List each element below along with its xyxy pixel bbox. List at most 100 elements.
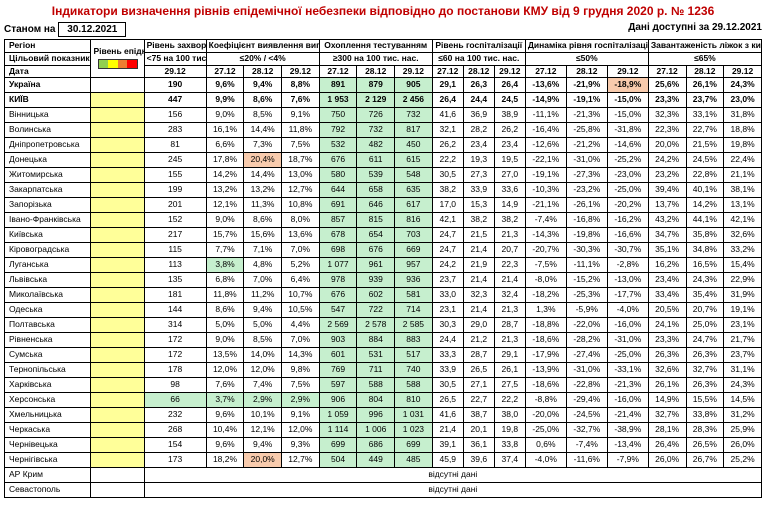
cell: Івано-Франківська <box>5 213 91 228</box>
cell: 181 <box>144 288 206 303</box>
cell: 8,6% <box>206 303 244 318</box>
cell: 29,1 <box>432 78 463 93</box>
cell: 21,4 <box>494 273 525 288</box>
cell: 482 <box>357 138 395 153</box>
cell: -18,9% <box>607 78 648 93</box>
cell: 9,0% <box>206 213 244 228</box>
cell: 14,2% <box>686 198 724 213</box>
cell: 750 <box>319 108 357 123</box>
cell: 691 <box>319 198 357 213</box>
cell: Донецька <box>5 153 91 168</box>
cell: 13,6% <box>282 228 320 243</box>
cell: -17,7% <box>607 288 648 303</box>
cell: 8,5% <box>244 108 282 123</box>
cell: 199 <box>144 183 206 198</box>
cell: 2 129 <box>357 93 395 108</box>
cell: 38,9 <box>494 108 525 123</box>
cell: 33,0 <box>432 288 463 303</box>
cell: 532 <box>319 138 357 153</box>
cell: 172 <box>144 333 206 348</box>
cell: -14,6% <box>607 138 648 153</box>
cell: 11,8% <box>282 123 320 138</box>
h-morb-sub: <75 на 100 тис. нас. <box>144 52 206 65</box>
cell: 699 <box>319 438 357 453</box>
cell: 30,5 <box>432 378 463 393</box>
cell: -7,5% <box>525 258 566 273</box>
cell: 857 <box>319 213 357 228</box>
cell: -8,0% <box>525 273 566 288</box>
cell: 21,1% <box>724 168 762 183</box>
cell: 0,6% <box>525 438 566 453</box>
cell: -7,4% <box>566 438 607 453</box>
cell: 804 <box>357 393 395 408</box>
cell: 1 031 <box>395 408 433 423</box>
cell: -25,8% <box>566 123 607 138</box>
table-row: Луганська1133,8%4,8%5,2%1 07796195724,22… <box>5 258 762 273</box>
cell: 29,0 <box>463 318 494 333</box>
cell: 3,8% <box>206 258 244 273</box>
cell: 26,5 <box>463 363 494 378</box>
cell: 32,4 <box>494 288 525 303</box>
cell: 711 <box>357 363 395 378</box>
cell: 9,4% <box>244 78 282 93</box>
cell: 38,0 <box>494 408 525 423</box>
cell: 906 <box>319 393 357 408</box>
cell <box>91 438 144 453</box>
cell: 14,9% <box>648 393 686 408</box>
cell: 25,6% <box>648 78 686 93</box>
cell: 14,4% <box>244 123 282 138</box>
h-d27: 27.12 <box>525 65 566 78</box>
h-hosp-sub: ≤60 на 100 тис. нас. <box>432 52 525 65</box>
cell: 24,3% <box>724 78 762 93</box>
cell: 26,4 <box>432 93 463 108</box>
cell: 581 <box>395 288 433 303</box>
cell: 28,7 <box>463 348 494 363</box>
cell: 152 <box>144 213 206 228</box>
table-row: Дніпропетровська816,6%7,3%7,5%5324824502… <box>5 138 762 153</box>
cell: 1 953 <box>319 93 357 108</box>
cell: 27,1 <box>463 378 494 393</box>
cell: 27,0 <box>494 168 525 183</box>
cell: 714 <box>395 303 433 318</box>
cell: Сумська <box>5 348 91 363</box>
cell: 504 <box>319 453 357 468</box>
cell: 26,4% <box>648 438 686 453</box>
cell: -21,2% <box>566 138 607 153</box>
cell: 43,2% <box>648 213 686 228</box>
cell: 2 585 <box>395 318 433 333</box>
cell: -5,9% <box>566 303 607 318</box>
cell: Волинська <box>5 123 91 138</box>
cell: 18,2% <box>206 453 244 468</box>
cell: 23,3% <box>648 333 686 348</box>
cell: 644 <box>319 183 357 198</box>
cell <box>91 198 144 213</box>
cell: 283 <box>144 123 206 138</box>
cell: -7,4% <box>525 213 566 228</box>
cell <box>91 378 144 393</box>
cell: -24,5% <box>566 408 607 423</box>
table-row: Кіровоградська1157,7%7,1%7,0%69867666924… <box>5 243 762 258</box>
avail-label: Дані доступні за <box>628 22 709 33</box>
cell: 1 023 <box>395 423 433 438</box>
cell: 44,1% <box>686 213 724 228</box>
cell: 21,3 <box>494 303 525 318</box>
cell: 37,4 <box>494 453 525 468</box>
cell: Запорізька <box>5 198 91 213</box>
cell: 1 077 <box>319 258 357 273</box>
cell: -19,1% <box>525 168 566 183</box>
cell <box>91 243 144 258</box>
cell: 20,7% <box>686 303 724 318</box>
cell: -11,1% <box>525 108 566 123</box>
cell: -20,7% <box>525 243 566 258</box>
cell: -16,0% <box>607 318 648 333</box>
cell: 115 <box>144 243 206 258</box>
cell: Харківська <box>5 378 91 393</box>
cell <box>91 468 144 483</box>
cell: 19,3 <box>463 153 494 168</box>
cell: 29,1 <box>494 348 525 363</box>
cell: 26,7% <box>686 453 724 468</box>
h-d28: 28.12 <box>357 65 395 78</box>
h-dyn: Динаміка рівня госпіталізацій <box>525 40 648 53</box>
cell <box>91 153 144 168</box>
cell <box>91 288 144 303</box>
